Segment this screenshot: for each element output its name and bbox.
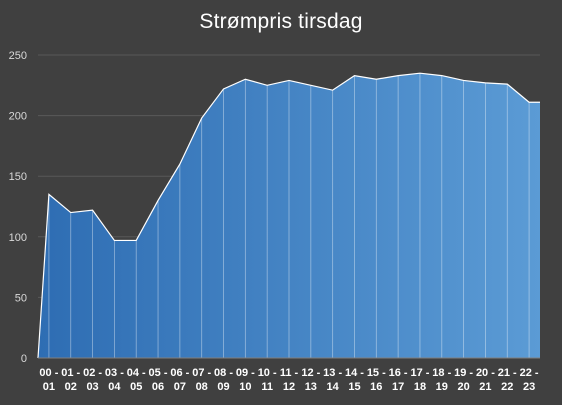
x-tick-label: 06 -07 (170, 367, 189, 393)
x-tick-label: 15 -16 (367, 367, 386, 393)
x-tick-label: 08 -09 (214, 367, 233, 393)
y-tick-label: 50 (15, 292, 27, 304)
x-tick-label: 10 -11 (258, 367, 277, 393)
x-tick-label: 12 -13 (301, 367, 320, 393)
y-axis-ticks: 0 50 100 150 200 250 (9, 50, 27, 365)
x-tick-label: 07 -08 (192, 367, 211, 393)
x-tick-label: 20 -21 (476, 367, 495, 393)
area-outline (37, 72, 540, 359)
area-series (37, 72, 540, 359)
x-tick-label: 22 -23 (520, 367, 539, 393)
area-fill (38, 73, 540, 359)
x-tick-label: 16 -17 (389, 367, 408, 393)
x-tick-label: 02 -03 (83, 367, 102, 393)
y-tick-label: 0 (21, 353, 27, 365)
x-tick-label: 19 -20 (454, 367, 473, 393)
x-tick-label: 09 -10 (236, 367, 255, 393)
x-tick-label: 17 -18 (410, 367, 429, 393)
y-tick-label: 150 (9, 171, 27, 183)
x-tick-label: 21 -22 (498, 367, 517, 393)
chart-title: Strømpris tirsdag (199, 10, 363, 33)
x-tick-label: 03 -04 (105, 367, 124, 393)
x-tick-label: 05 -06 (149, 367, 168, 393)
y-tick-label: 200 (9, 111, 27, 123)
x-tick-label: 04 -05 (127, 367, 146, 393)
x-tick-label: 01 -02 (61, 367, 80, 393)
y-tick-label: 250 (9, 50, 27, 62)
x-tick-label: 18 -19 (432, 367, 451, 393)
x-tick-label: 14 -15 (345, 367, 364, 393)
x-tick-label: 00 -01 (39, 367, 58, 393)
x-tick-label: 11 -12 (280, 367, 299, 393)
x-tick-label: 13 -14 (323, 367, 342, 393)
y-tick-label: 100 (9, 232, 27, 244)
